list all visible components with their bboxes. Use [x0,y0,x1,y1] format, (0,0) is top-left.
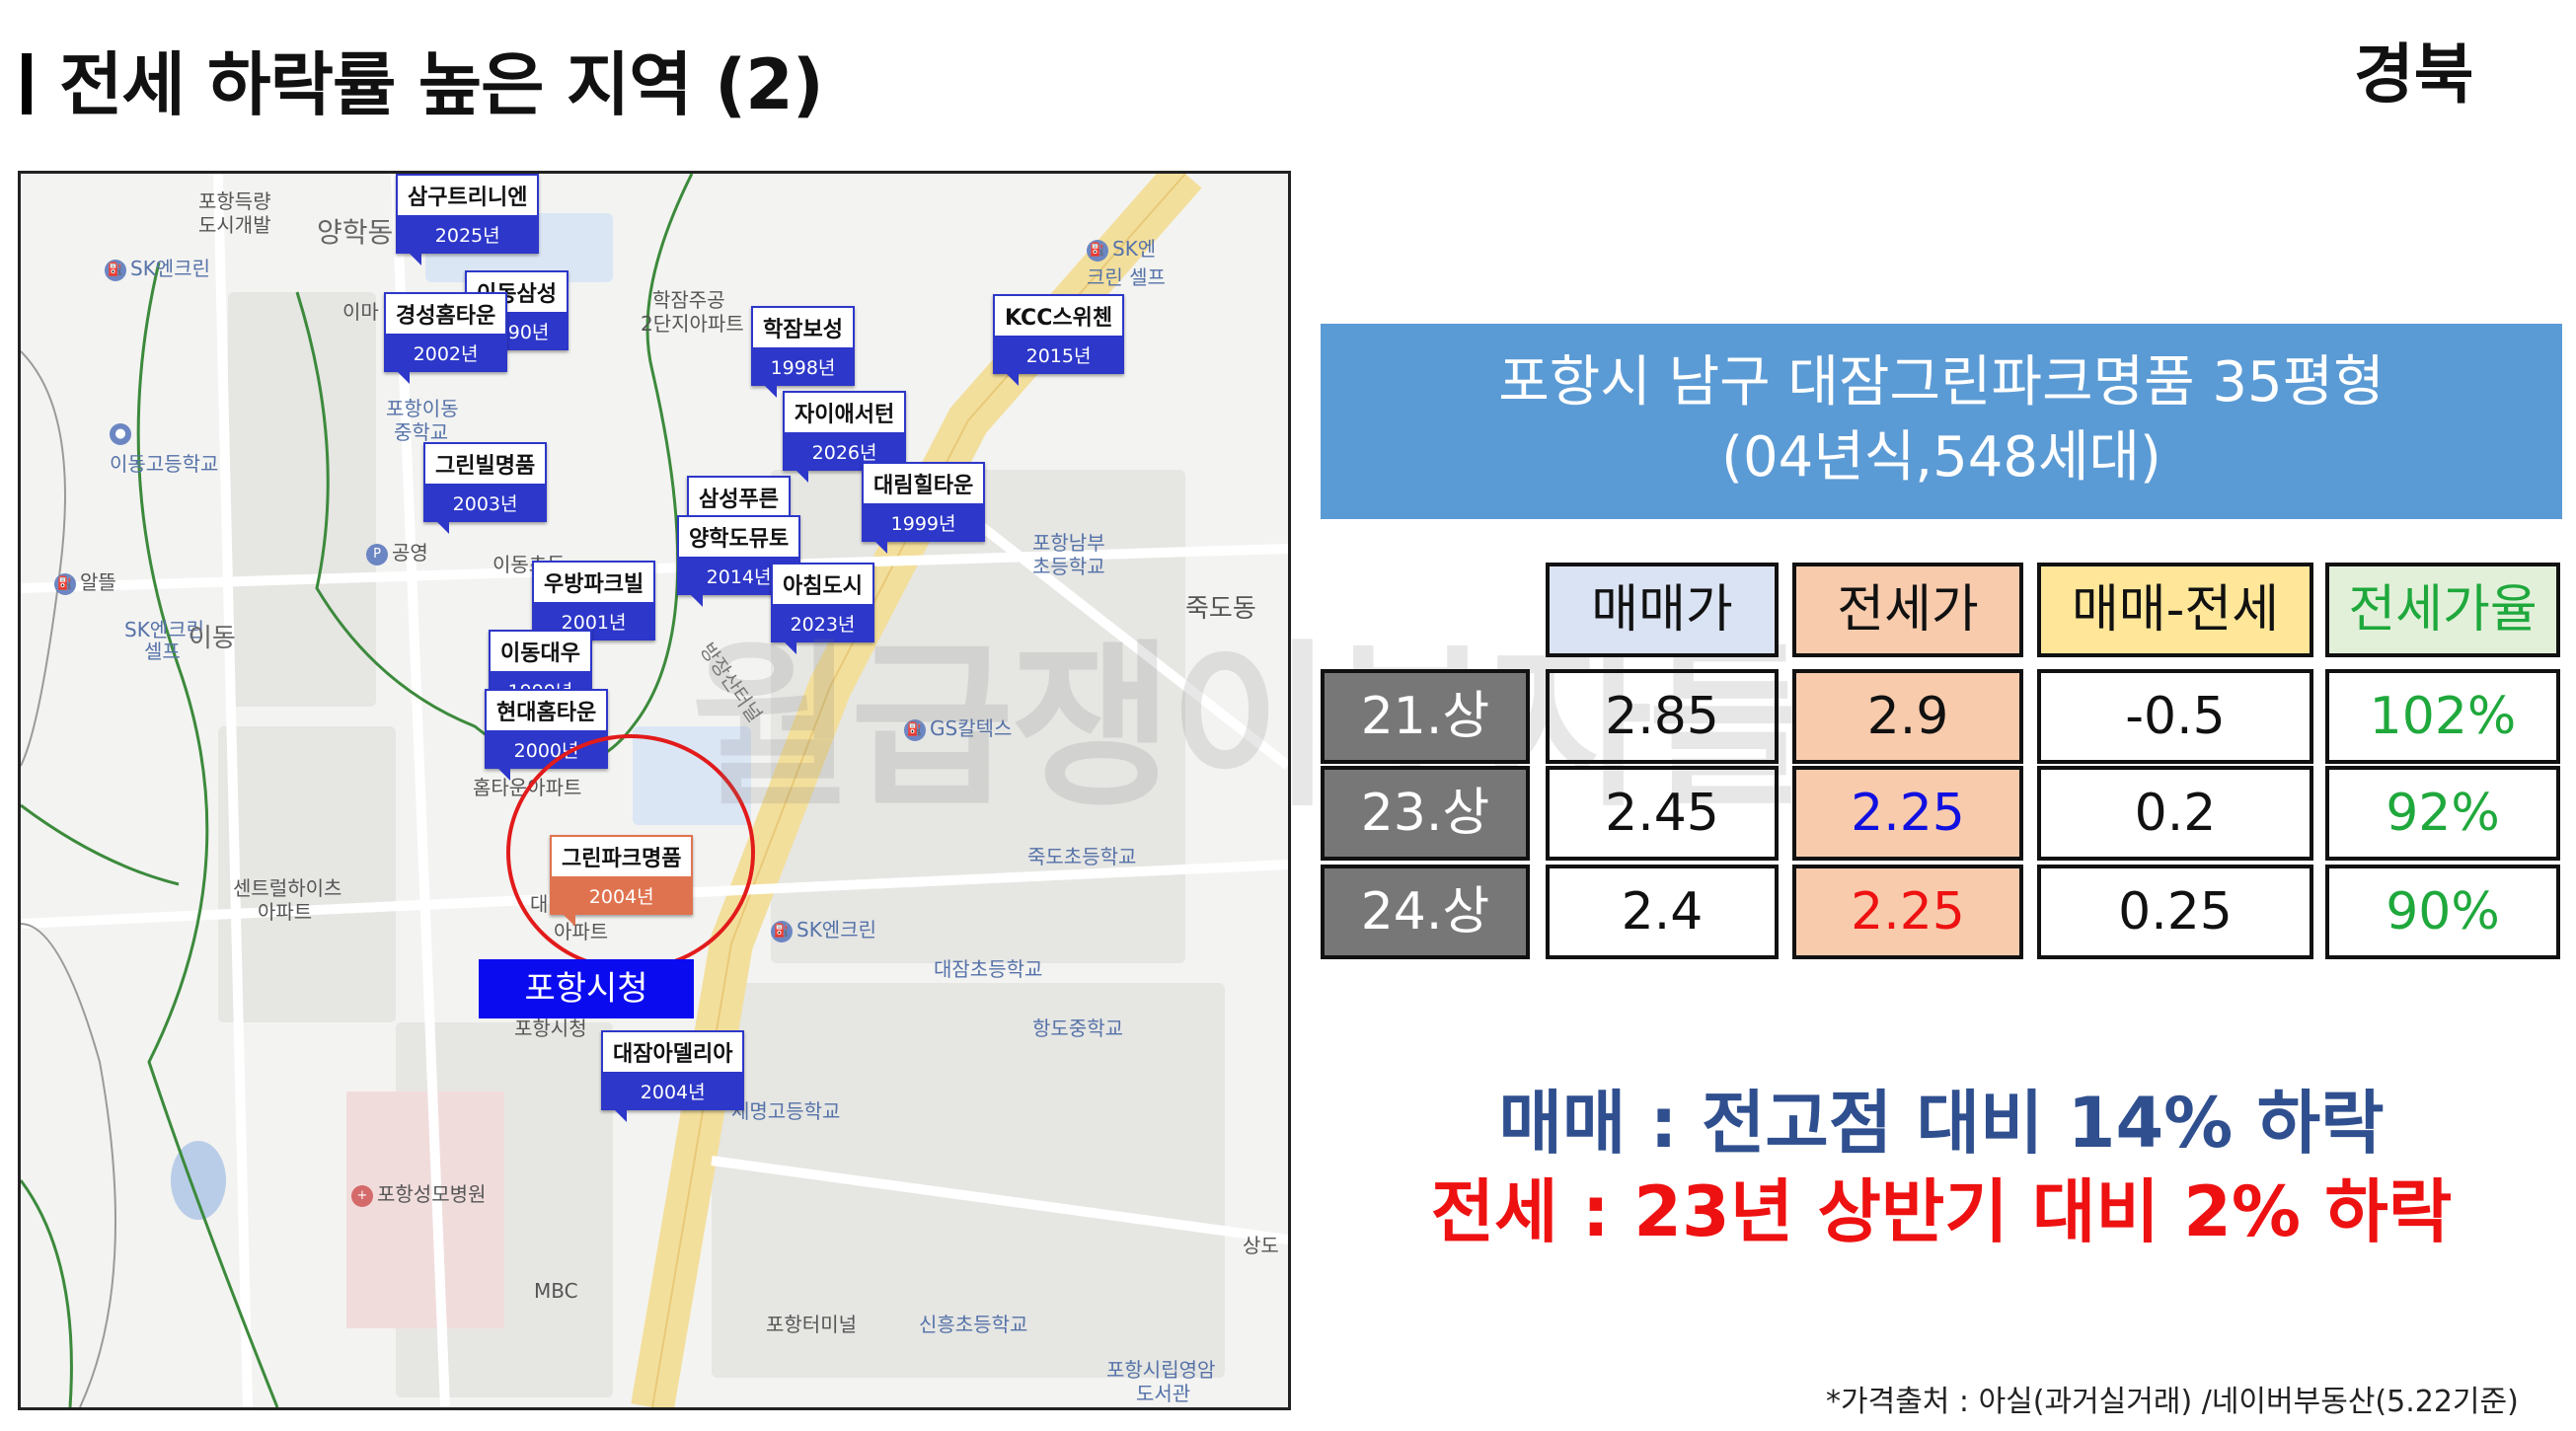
banner-line2: (04년식,548세대) [1721,425,2161,490]
map-poi: 도서관 [1136,1382,1191,1405]
map-poi: 포항터미널 [766,1313,857,1336]
map-poi: 중학교 [394,420,449,444]
map-poi[interactable]: ● [110,420,135,445]
gas-station-icon: ⛽ [904,718,926,741]
map-poi: 아파트 [258,900,313,924]
header-ratio: 전세가율 [2325,563,2560,657]
map-poi: 양학동 [317,216,394,249]
property-banner: 포항시 남구 대잠그린파크명품 35평형 (04년식,548세대) [1321,324,2562,519]
map-poi: 2단지아파트 [641,312,744,336]
header-sale: 매매가 [1546,563,1779,657]
map-poi: 포항시청 [514,1017,587,1040]
apartment-marker[interactable]: 경성홈타운 2002년 [384,292,508,384]
map-poi: 항도중학교 [1032,1017,1123,1040]
cell-jeonse: 2.25 [1792,865,2023,959]
map-poi: 포항득량 [198,189,271,213]
map-poi[interactable]: ⛽ SK엔크린 셀프 [1087,237,1166,289]
price-source: *가격출처 : 아실(과거실거래) /네이버부동산(5.22기준) [1826,1385,2519,1419]
header-gap: 매매-전세 [2037,563,2313,657]
watermark: 월급쟁이부자들 [691,625,1811,831]
apartment-marker[interactable]: 그린빌명품 2003년 [423,442,548,534]
map-poi: 세명고등학교 [731,1099,841,1123]
apartment-marker[interactable]: 학잠보성 1998년 [751,306,855,398]
cell-ratio: 92% [2325,766,2560,861]
map-poi[interactable]: ⛽ GS칼텍스 [904,713,1012,741]
apartment-marker[interactable]: 자이애서턴 2026년 [783,391,907,483]
apartment-marker[interactable]: 대잠아델리아 2004년 [601,1030,745,1122]
region-label: 경북 [2354,37,2474,113]
map-poi: 죽도초등학교 [1027,845,1137,868]
map-poi: 죽도동 [1185,594,1256,624]
map-poi: 이동고등학교 [110,452,219,476]
map-poi: MBC [534,1279,578,1303]
map-poi: 센트럴하이츠 [233,876,342,900]
apartment-marker[interactable]: 우방파크빌 2001년 [532,561,656,652]
gas-station-icon: ⛽ [54,572,76,595]
map-poi: 대잠초등학교 [934,957,1043,981]
map-poi: 포항시립영암 [1106,1358,1216,1382]
map-poi: 신흥초등학교 [919,1313,1028,1336]
banner-line1: 포항시 남구 대잠그린파크명품 35평형 [1498,350,2385,414]
gas-station-icon: ⛽ [1087,239,1108,262]
hospital-icon: + [351,1184,373,1207]
cell-ratio: 102% [2325,669,2560,764]
row-label: 23.상 [1321,766,1530,861]
map-poi: 이마 [342,300,379,324]
cell-sale: 2.45 [1546,766,1779,861]
map-poi: 포항이동 [386,397,459,420]
apartment-marker[interactable]: 아침도시 2023년 [771,563,874,654]
map-poi: 초등학교 [1032,555,1105,578]
map-poi: P 공영 [366,537,428,565]
school-icon: ● [110,422,131,445]
summary-sale: 매매 : 전고점 대비 14% 하락 [1498,1083,2385,1164]
map-poi[interactable]: ⛽ SK엔크린 [771,914,876,942]
map-poi: 셀프 [144,640,181,663]
gas-station-icon: ⛽ [105,259,126,281]
apartment-marker[interactable]: 대림힐타운 1999년 [862,462,986,554]
map-poi: + 포항성모병원 [351,1178,486,1207]
summary-jeonse: 전세 : 23년 상반기 대비 2% 하락 [1430,1171,2453,1252]
row-label: 24.상 [1321,865,1530,959]
cell-gap: 0.25 [2037,865,2313,959]
cell-ratio: 90% [2325,865,2560,959]
map-view[interactable]: 포항득량 도시개발 양학동 ⛽ SK엔크린 ⛽ SK엔크린 셀프 학잠주공 2단지아… [18,171,1291,1410]
map-poi: SK엔크린 [124,618,205,641]
parking-icon: P [366,543,388,565]
map-poi: 포항남부 [1032,531,1105,555]
map-poi: ⛽ 알뜰 [54,566,116,595]
row-label: 21.상 [1321,669,1530,764]
cell-sale: 2.4 [1546,865,1779,959]
map-poi[interactable]: ⛽ SK엔크린 [105,253,210,281]
header-jeonse: 전세가 [1792,563,2023,657]
title-bar [22,53,32,114]
cell-gap: 0.2 [2037,766,2313,861]
map-poi: 상도 [1243,1234,1279,1257]
apartment-marker[interactable]: 삼성푸른 [687,476,791,529]
cell-jeonse: 2.25 [1792,766,2023,861]
apartment-marker[interactable]: KCC스위첸 2015년 [993,294,1125,386]
cell-gap: -0.5 [2037,669,2313,764]
map-poi: 이동 [189,624,236,653]
apartment-marker[interactable]: 삼구트리니엔 2025년 [396,174,540,265]
page-title-text: 전세 하락률 높은 지역 (2) [59,44,824,125]
gas-station-icon: ⛽ [771,920,793,942]
cell-sale: 2.85 [1546,669,1779,764]
cityhall-label: 포항시청 [479,959,694,1018]
map-poi: 학잠주공 [652,288,725,312]
map-poi: 도시개발 [198,213,271,237]
page-title: 전세 하락률 높은 지역 (2) [22,30,824,129]
cell-jeonse: 2.9 [1792,669,2023,764]
